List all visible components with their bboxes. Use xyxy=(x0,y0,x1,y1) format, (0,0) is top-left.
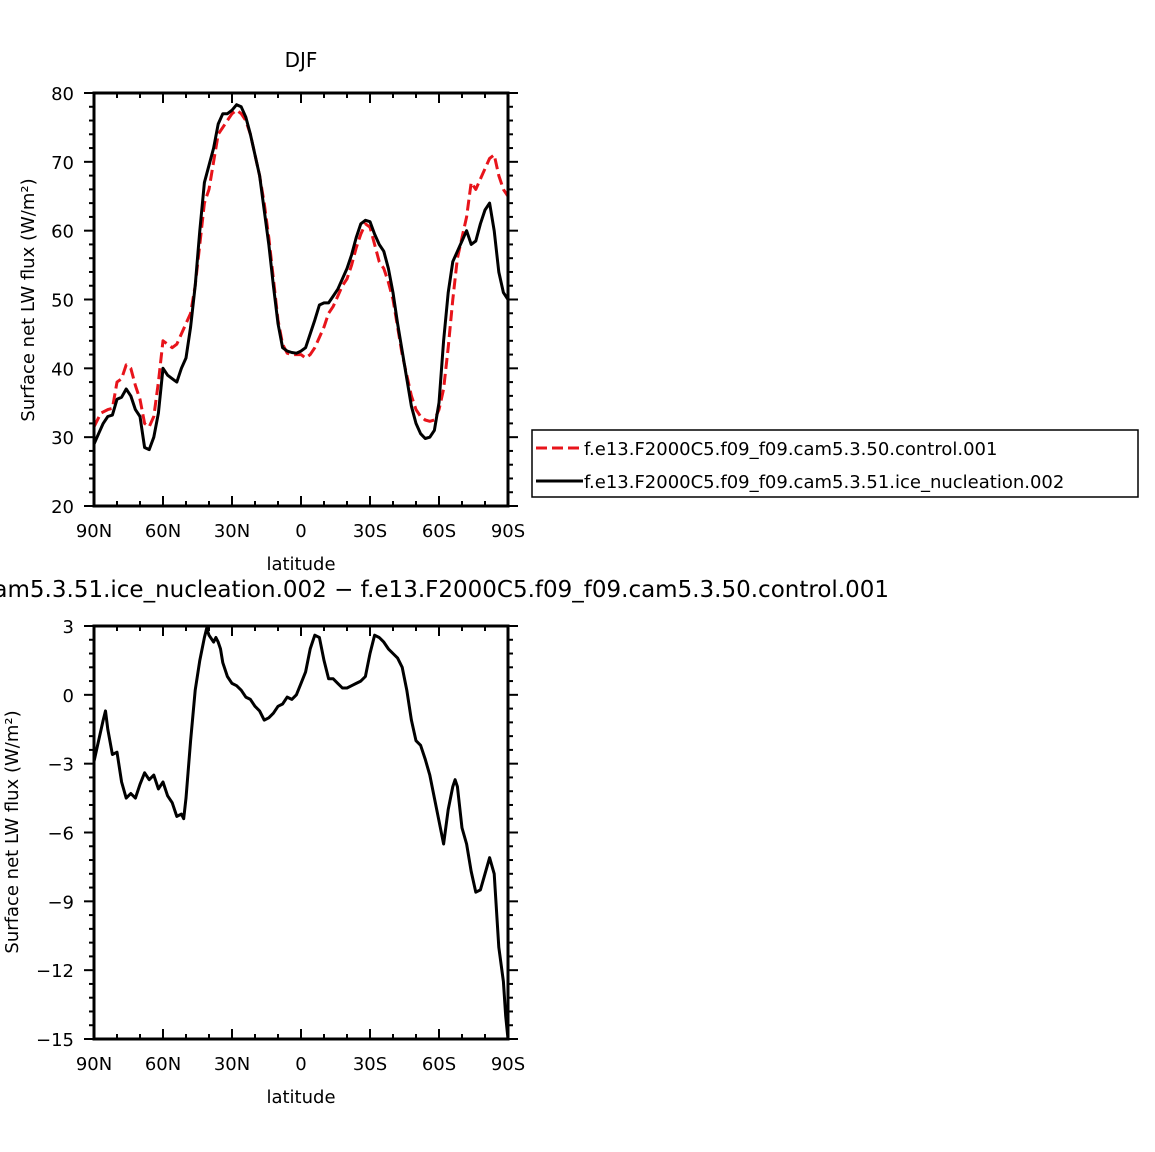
bottom-chart-series-group xyxy=(94,626,508,1039)
legend-label-ice-nucleation: f.e13.F2000C5.f09_f09.cam5.3.51.ice_nucl… xyxy=(584,472,1064,493)
legend: f.e13.F2000C5.f09_f09.cam5.3.50.control.… xyxy=(531,429,1139,498)
top-chart-ylabel: Surface net LW flux (W/m²) xyxy=(18,178,39,421)
bottom-chart-y-tick-label: −15 xyxy=(36,1030,74,1051)
top-chart-y-tick-label: 70 xyxy=(51,153,74,174)
bottom-chart-ylabel: Surface net LW flux (W/m²) xyxy=(2,710,23,953)
bottom-chart-x-tick-label: 90N xyxy=(76,1054,112,1075)
top-chart-y-tick-label: 20 xyxy=(51,497,74,518)
bottom-chart-y-tick-label: 0 xyxy=(63,686,74,707)
bottom-chart-x-tick-label: 30S xyxy=(353,1054,387,1075)
top-chart-x-tick-label: 60N xyxy=(145,521,181,542)
bottom-chart-x-tick-label: 60N xyxy=(145,1054,181,1075)
bottom-chart-y-tick-label: 3 xyxy=(63,617,74,638)
top-chart-x-tick-label: 0 xyxy=(295,521,306,542)
top-chart-y-tick-label: 40 xyxy=(51,359,74,380)
top-chart-x-tick-label: 30S xyxy=(353,521,387,542)
top-chart-axes: 90N 60N 30N 0 30S 60S 90S 20 30 40 50 60 70 80 xyxy=(51,84,525,542)
bottom-chart-y-tick-label: −9 xyxy=(47,892,74,913)
top-chart-x-tick-label: 90S xyxy=(491,521,525,542)
top-chart-xlabel: latitude xyxy=(266,554,335,575)
top-chart-series-line-0 xyxy=(94,108,508,429)
top-chart-plot-frame xyxy=(92,91,510,508)
top-chart-y-tick-label: 60 xyxy=(51,222,74,243)
top-chart-y-tick-label: 80 xyxy=(51,84,74,105)
top-chart-x-tick-label: 30N xyxy=(214,521,250,542)
bottom-chart-title: f.e13.F2000C5.f09_f09.cam5.3.51.ice_nucl… xyxy=(0,577,889,603)
top-chart: DJF 90N 60N 30N 0 30S 60S 90S 20 30 40 50 60 70 80 la… xyxy=(18,48,525,575)
bottom-chart-axes: 90N 60N 30N 0 30S 60S 90S −15 −12 −9 −6 −3 0 3 xyxy=(36,617,525,1075)
bottom-chart-y-tick-label: −6 xyxy=(47,824,74,845)
bottom-chart-x-tick-label: 60S xyxy=(422,1054,456,1075)
bottom-chart-y-tick-label: −3 xyxy=(47,755,74,776)
bottom-chart-x-tick-label: 0 xyxy=(295,1054,306,1075)
bottom-chart: f.e13.F2000C5.f09_f09.cam5.3.51.ice_nucl… xyxy=(0,577,889,1108)
bottom-chart-y-tick-label: −12 xyxy=(36,961,74,982)
bottom-chart-x-tick-label: 30N xyxy=(214,1054,250,1075)
legend-label-control: f.e13.F2000C5.f09_f09.cam5.3.50.control.… xyxy=(584,439,997,460)
top-chart-y-tick-label: 50 xyxy=(51,291,74,312)
bottom-chart-x-tick-label: 90S xyxy=(491,1054,525,1075)
top-chart-x-tick-label: 90N xyxy=(76,521,112,542)
top-chart-y-tick-label: 30 xyxy=(51,428,74,449)
top-chart-series-line-1 xyxy=(94,103,508,452)
bottom-chart-xlabel: latitude xyxy=(266,1087,335,1108)
top-chart-title: DJF xyxy=(285,48,318,72)
legend-box xyxy=(531,429,1139,498)
top-chart-series-group xyxy=(94,103,508,452)
top-chart-x-tick-label: 60S xyxy=(422,521,456,542)
bottom-chart-series-line-0 xyxy=(94,626,508,1039)
